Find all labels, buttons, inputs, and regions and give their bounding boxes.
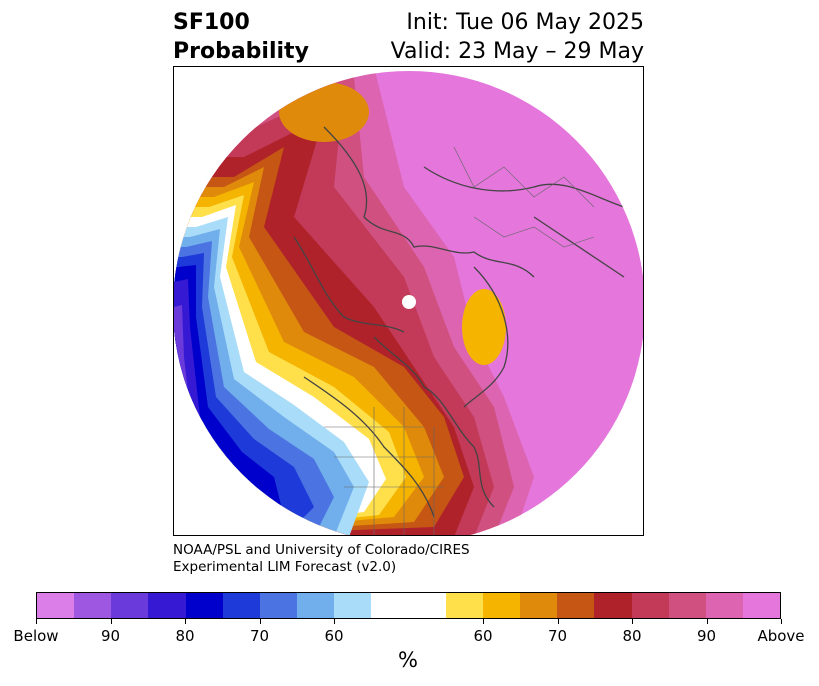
colorbar-tick <box>483 619 484 624</box>
colorbar-tick <box>706 619 708 624</box>
colorbar-segment <box>334 593 372 618</box>
colorbar-tick-label: 80 <box>175 627 195 645</box>
init-date: Init: Tue 06 May 2025 <box>406 10 644 35</box>
colorbar-segment <box>631 593 669 618</box>
colorbar-tick-label: 60 <box>473 627 493 645</box>
colorbar-tick-label: 70 <box>249 627 270 645</box>
title-left: SF100 Probability <box>173 8 309 66</box>
colorbar-segment <box>222 593 260 618</box>
colorbar-segment <box>297 593 335 618</box>
colorbar-tick-label: Below <box>13 627 59 645</box>
colorbar-unit: % <box>398 648 418 672</box>
credit-line2: Experimental LIM Forecast (v2.0) <box>173 559 397 575</box>
colorbar-tick <box>185 619 186 624</box>
colorbar-segment <box>742 593 781 618</box>
colorbar-tick-label: 70 <box>547 627 568 645</box>
colorbar-tick <box>557 619 559 624</box>
colorbar-tick-label: 90 <box>696 627 717 645</box>
title-variable: SF100 <box>173 10 250 35</box>
colorbar-tick-label: Above <box>757 627 805 645</box>
colorbar-segment <box>371 593 409 618</box>
colorbar-tick <box>632 619 633 624</box>
probability-map <box>174 71 643 535</box>
colorbar-segment <box>185 593 223 618</box>
colorbar-segment <box>445 593 483 618</box>
colorbar-segment <box>408 593 446 618</box>
colorbar-segment <box>74 593 112 618</box>
title-type: Probability <box>173 39 309 64</box>
colorbar-segment <box>594 593 632 618</box>
colorbar-segment <box>37 593 75 618</box>
colorbar-tick <box>36 619 37 624</box>
colorbar-segment <box>482 593 521 618</box>
colorbar-tick <box>259 619 261 624</box>
valid-range: Valid: 23 May – 29 May <box>390 39 644 64</box>
colorbar-segment <box>520 593 558 618</box>
colorbar-segment <box>148 593 186 618</box>
colorbar-segment <box>557 593 595 618</box>
credit: NOAA/PSL and University of Colorado/CIRE… <box>173 542 470 576</box>
map-frame <box>173 66 644 536</box>
colorbar-tick-label: 60 <box>324 627 344 645</box>
colorbar-tick <box>110 619 112 624</box>
title-right: Init: Tue 06 May 2025 Valid: 23 May – 29… <box>391 8 644 66</box>
colorbar <box>36 592 781 619</box>
colorbar-tick <box>334 619 335 624</box>
credit-line1: NOAA/PSL and University of Colorado/CIRE… <box>173 542 470 558</box>
colorbar-segment <box>259 593 298 618</box>
colorbar-segment <box>705 593 743 618</box>
colorbar-tick-label: 80 <box>622 627 642 645</box>
colorbar-tick-label: 90 <box>100 627 121 645</box>
colorbar-segment <box>668 593 706 618</box>
colorbar-segment <box>111 593 149 618</box>
colorbar-tick <box>781 619 782 624</box>
